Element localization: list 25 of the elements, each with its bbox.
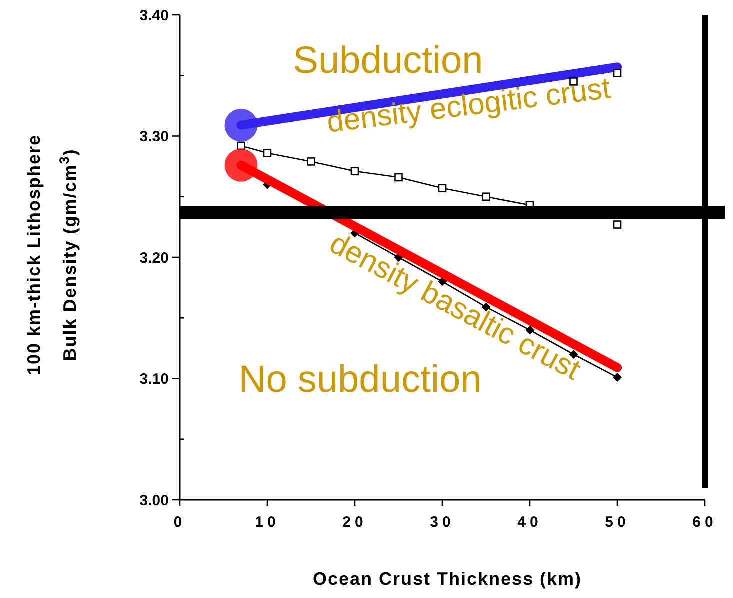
point bbox=[482, 192, 490, 202]
x-tick-label: 50 bbox=[605, 514, 630, 531]
point bbox=[613, 373, 622, 382]
x-tick-label: 0 bbox=[174, 514, 186, 531]
point bbox=[613, 220, 622, 229]
x-tick-label: 60 bbox=[692, 514, 718, 531]
point bbox=[394, 173, 403, 182]
x-axis-title: Ocean Crust Thickness (km) bbox=[312, 569, 582, 589]
annotation: Subduction bbox=[293, 40, 484, 82]
x-tick-label: 10 bbox=[255, 514, 280, 531]
point bbox=[526, 326, 534, 335]
x-tick-label: 20 bbox=[342, 514, 368, 531]
point bbox=[263, 149, 272, 158]
y-tick-label: 3.10 bbox=[140, 371, 169, 388]
x-tick-label: 30 bbox=[430, 514, 455, 531]
y-tick-label: 3.00 bbox=[140, 492, 169, 510]
annotation: No subduction bbox=[238, 359, 482, 402]
y-tick-label: 3.40 bbox=[140, 7, 169, 24]
x-tick-label: 40 bbox=[518, 514, 542, 531]
point bbox=[307, 158, 316, 166]
point bbox=[613, 69, 622, 78]
y-tick-label: 3.30 bbox=[140, 128, 169, 146]
y-tick-label: 3.20 bbox=[140, 250, 169, 267]
point bbox=[350, 167, 360, 176]
point bbox=[438, 184, 447, 193]
